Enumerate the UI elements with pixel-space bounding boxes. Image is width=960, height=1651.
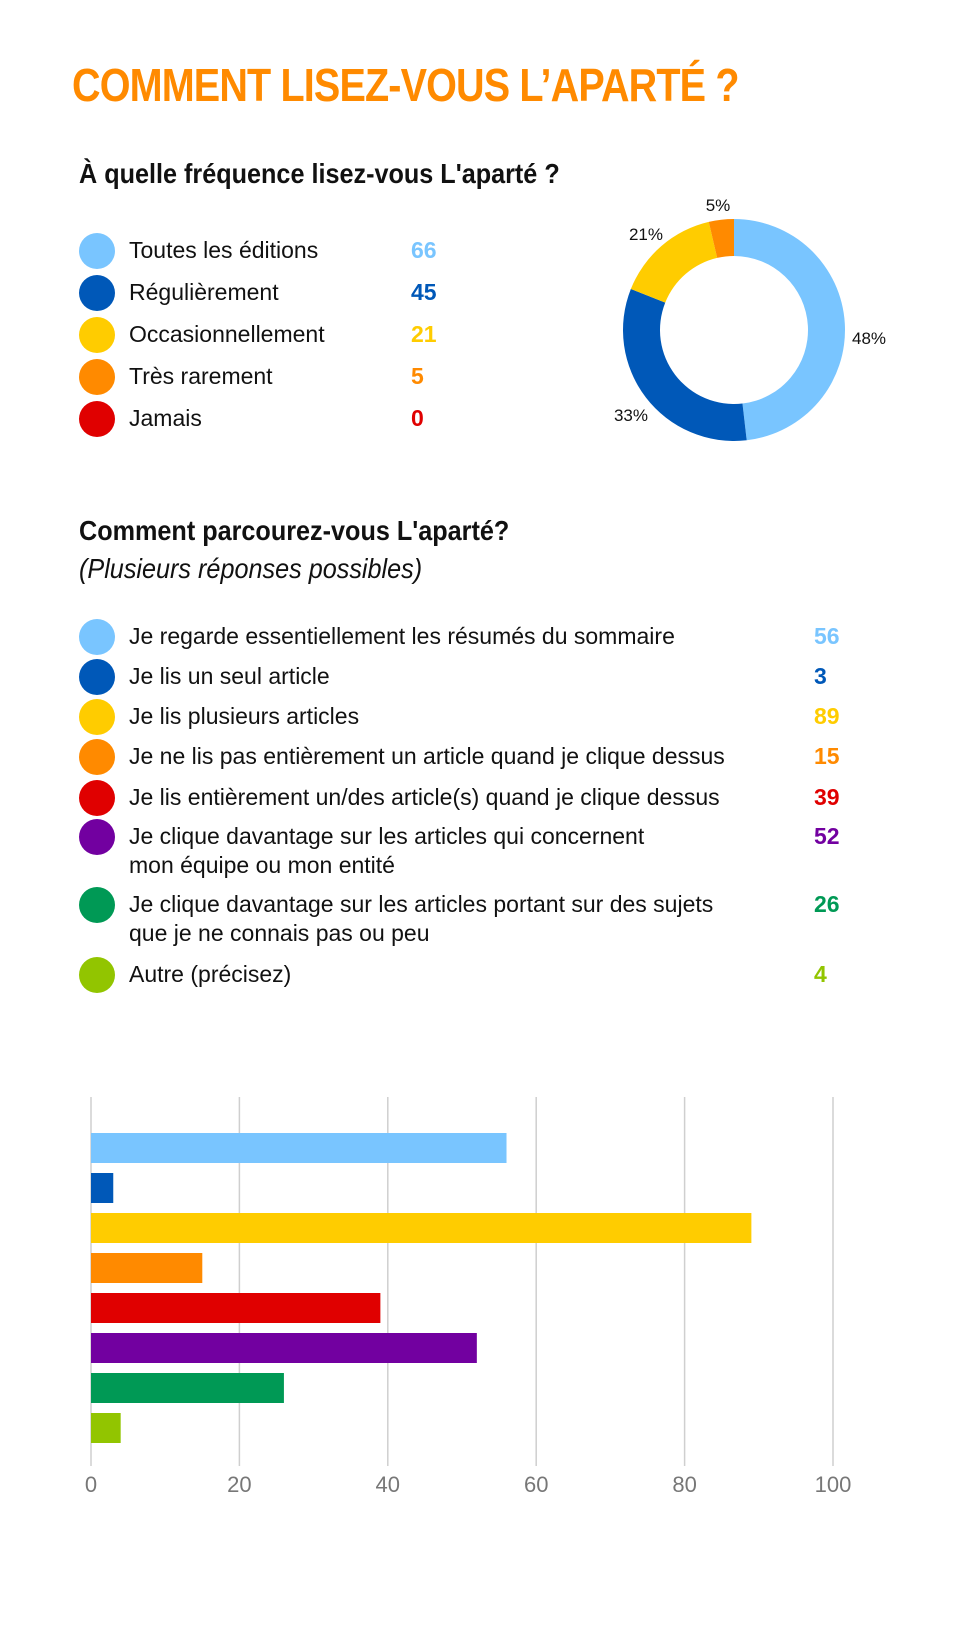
- legend-value: 56: [814, 623, 840, 649]
- legend-dot: [79, 317, 115, 353]
- legend-value: 66: [411, 237, 437, 263]
- bar: [91, 1213, 752, 1243]
- bar: [91, 1133, 507, 1163]
- legend-label: Je ne lis pas entièrement un article qua…: [129, 743, 725, 769]
- legend-label: Autre (précisez): [129, 961, 292, 987]
- legend-dot: [79, 233, 115, 269]
- donut-slice: [630, 221, 718, 303]
- page-title: COMMENT LISEZ-VOUS L’APARTÉ ?: [72, 59, 739, 111]
- x-tick-label: 100: [815, 1472, 852, 1497]
- legend-value: 5: [411, 363, 424, 389]
- x-tick-label: 20: [227, 1472, 251, 1497]
- x-tick-label: 40: [376, 1472, 400, 1497]
- legend-label: Très rarement: [129, 363, 273, 389]
- bar: [91, 1293, 381, 1323]
- donut-label: 48%: [852, 329, 886, 348]
- legend-label: Je lis plusieurs articles: [129, 703, 360, 729]
- legend-dot: [79, 659, 115, 695]
- legend-value: 26: [814, 891, 840, 917]
- legend-label: Je lis entièrement un/des article(s) qua…: [129, 784, 720, 810]
- legend-label: mon équipe ou mon entité: [129, 852, 395, 878]
- q2-heading: Comment parcourez-vous L'aparté?: [79, 515, 510, 546]
- legend-value: 15: [814, 743, 840, 769]
- legend-value: 21: [411, 321, 437, 347]
- legend-value: 39: [814, 784, 840, 810]
- legend-label: Je clique davantage sur les articles qui…: [129, 823, 645, 849]
- legend-value: 45: [411, 279, 437, 305]
- donut-label: 21%: [629, 225, 663, 244]
- legend-dot: [79, 957, 115, 993]
- donut-slice: [623, 288, 747, 441]
- legend-label: Je lis un seul article: [129, 663, 330, 689]
- legend-value: 89: [814, 703, 840, 729]
- donut-label: 33%: [614, 406, 648, 425]
- legend-dot: [79, 401, 115, 437]
- legend-dot: [79, 780, 115, 816]
- legend-dot: [79, 359, 115, 395]
- bar: [91, 1173, 114, 1203]
- donut-slice: [708, 219, 734, 258]
- x-tick-label: 60: [524, 1472, 548, 1497]
- donut-slice: [734, 219, 846, 441]
- legend-label: Régulièrement: [129, 279, 279, 305]
- legend-dot: [79, 887, 115, 923]
- legend-label: Je clique davantage sur les articles por…: [129, 891, 714, 917]
- bar-chart: 0 20 40 60 80 100: [85, 1097, 852, 1497]
- legend-label: que je ne connais pas ou peu: [129, 920, 430, 946]
- legend-dot: [79, 275, 115, 311]
- donut-label: 5%: [706, 196, 731, 215]
- x-tick-label: 0: [85, 1472, 97, 1497]
- bar: [91, 1253, 203, 1283]
- legend-value: 4: [814, 961, 827, 987]
- bar: [91, 1373, 284, 1403]
- legend-dot: [79, 619, 115, 655]
- legend-label: Jamais: [129, 405, 202, 431]
- legend-label: Occasionnellement: [129, 321, 325, 347]
- legend-dot: [79, 739, 115, 775]
- legend-value: 52: [814, 823, 840, 849]
- bar: [91, 1333, 477, 1363]
- legend-value: 3: [814, 663, 827, 689]
- legend-value: 0: [411, 405, 424, 431]
- legend-label: Toutes les éditions: [129, 237, 319, 263]
- q1-heading: À quelle fréquence lisez-vous L'aparté ?: [79, 158, 560, 189]
- legend-dot: [79, 819, 115, 855]
- x-tick-label: 80: [672, 1472, 696, 1497]
- q2-subheading: (Plusieurs réponses possibles): [79, 553, 423, 584]
- legend-label: Je regarde essentiellement les résumés d…: [129, 623, 675, 649]
- donut-chart: 48% 33% 21% 5%: [614, 196, 886, 441]
- bar: [91, 1413, 121, 1443]
- legend-dot: [79, 699, 115, 735]
